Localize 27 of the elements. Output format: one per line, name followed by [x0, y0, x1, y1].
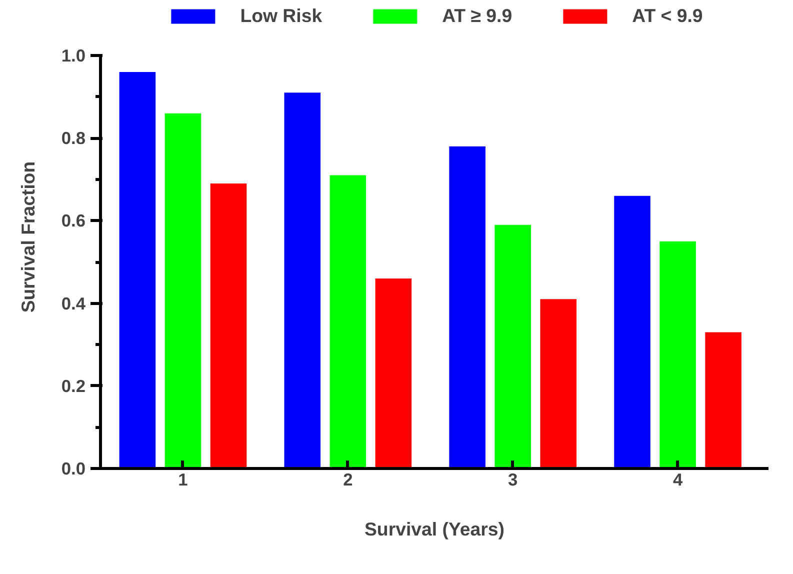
bar	[449, 146, 486, 468]
bar	[614, 196, 650, 468]
y-tick-label: 0.6	[61, 210, 86, 231]
bar	[705, 332, 742, 468]
x-tick-label: 3	[508, 470, 518, 490]
x-tick-label: 1	[178, 470, 188, 490]
bar	[660, 241, 696, 468]
legend-label: Low Risk	[240, 5, 322, 27]
bar	[210, 184, 247, 468]
x-axis-title: Survival (Years)	[364, 518, 505, 540]
bar	[119, 72, 156, 468]
y-axis-title: Survival Fraction	[17, 161, 38, 313]
bar	[284, 92, 321, 468]
bar	[330, 175, 366, 468]
legend-label: AT < 9.9	[632, 5, 703, 27]
x-tick-label: 4	[672, 470, 683, 490]
y-tick-label: 0.4	[61, 293, 86, 314]
x-tick-label: 2	[343, 470, 353, 490]
bar	[375, 278, 412, 468]
y-tick-label: 0.2	[61, 376, 86, 396]
bar	[494, 224, 531, 468]
y-tick-label: 0.8	[61, 128, 86, 148]
legend-label: AT ≥ 9.9	[442, 5, 512, 27]
y-tick-label: 1.0	[61, 46, 86, 66]
bar	[540, 299, 577, 468]
y-tick-label: 0.0	[61, 458, 86, 478]
bar	[164, 113, 202, 468]
